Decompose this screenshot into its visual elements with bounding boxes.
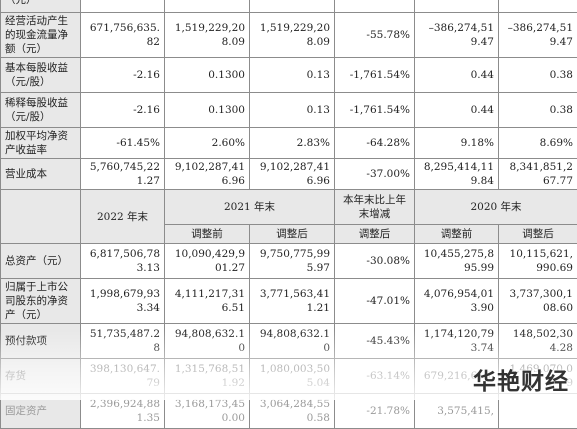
table-cell: -30.08% [335,244,415,279]
table-cell: 2.83% [250,128,335,159]
table-cell: 3,737,300,108.60 [499,279,577,324]
table-cell [499,394,577,429]
table-cell: 8,341,851,267.77 [499,159,577,190]
table-cell: 1,998,679,933.34 [81,279,165,324]
table-row: 加权平均净资产收益率-61.45%2.60%2.83%-64.28%9.18%8… [1,128,577,159]
table-cell [335,0,415,13]
row-label: 预付款项 [1,324,81,359]
table-cell: 2,396,924,881.35 [81,394,165,429]
header-2020-before: 调整前 [415,225,499,244]
table-cell: –386,274,519.47 [415,13,499,58]
row-label: 存货 [1,359,81,394]
table-cell: 5,760,745,221.27 [81,159,165,190]
table-cell: -2.16 [81,93,165,128]
table-cell: 3,064,284,550.58 [250,394,335,429]
table-cell: 671,756,635.82 [81,13,165,58]
header-2021-after: 调整后 [250,225,335,244]
table-cell: 0.1300 [165,58,250,93]
table-cell: 0.13 [250,58,335,93]
table-cell: 3,771,563,411.21 [250,279,335,324]
table-cell: 0.38 [499,93,577,128]
table-cell [165,0,250,13]
header-change-after: 调整后 [335,225,415,244]
table-cell: 9,102,287,416.96 [165,159,250,190]
table-cell: –386,274,519.47 [499,13,577,58]
table-cell: 1,174,120,793.74 [415,324,499,359]
table-cell: 10,115,621,990.69 [499,244,577,279]
table-cell: -37.00% [335,159,415,190]
header-2020: 2020 年末 [415,190,577,225]
table-cell: 148,502,304.28 [499,324,577,359]
table-cell: 6,817,506,783.13 [81,244,165,279]
row-label: 归属于上市公司股东的净资产（元） [1,279,81,324]
table-cell: -64.28% [335,128,415,159]
table-row: （元） [1,0,577,13]
table-cell: 9,102,287,416.96 [250,159,335,190]
table-cell: 0.1300 [165,93,250,128]
header-2021: 2021 年末 [165,190,335,225]
row-label: （元） [1,0,81,13]
row-label: 总资产（元） [1,244,81,279]
table-cell: -45.43% [335,324,415,359]
row-label: 稀释每股收益（元/股） [1,93,81,128]
table-cell: 1,080,003,505.04 [250,359,335,394]
table-cell: 0.44 [415,58,499,93]
table-cell: 1,519,229,208.09 [250,13,335,58]
header-2020-after: 调整后 [499,225,577,244]
header-2021-before: 调整前 [165,225,250,244]
table-cell: -1,761.54% [335,58,415,93]
table-cell: 2.60% [165,128,250,159]
table-cell: -2.16 [81,58,165,93]
table-cell [81,0,165,13]
table-cell: -61.45% [81,128,165,159]
table-cell: 10,090,429,901.27 [165,244,250,279]
table-cell: 0.13 [250,93,335,128]
table-cell: 9,750,775,995.97 [250,244,335,279]
table-cell: -21.78% [335,394,415,429]
header-2022: 2022 年末 [81,190,165,244]
table-cell: 1,519,229,208.09 [165,13,250,58]
row-label: 基本每股收益（元/股） [1,58,81,93]
table-cell: 94,808,632.10 [250,324,335,359]
table-cell: 8,295,414,119.84 [415,159,499,190]
table-cell [415,0,499,13]
watermark-text: 华艳财经 [473,362,569,396]
table-cell: 3,168,173,450.00 [165,394,250,429]
table-cell: 1,315,768,511.92 [165,359,250,394]
table-cell: 0.38 [499,58,577,93]
table-cell: -55.78% [335,13,415,58]
table-cell: 0.44 [415,93,499,128]
table-cell: 9.18% [415,128,499,159]
row-label: 营业成本 [1,159,81,190]
table-cell: 51,735,487.28 [81,324,165,359]
table-cell: -1,761.54% [335,93,415,128]
table-cell: 3,575,415, [415,394,499,429]
bottom-header-row-1: 2022 年末 2021 年末 本年末比上年末增减 2020 年末 [1,190,577,225]
table-cell: 4,111,217,316.51 [165,279,250,324]
table-cell: 10,455,275,895.99 [415,244,499,279]
table-cell: 94,808,632.10 [165,324,250,359]
table-cell: -47.01% [335,279,415,324]
table-cell [499,0,577,13]
header-corner [1,190,81,244]
table-cell [250,0,335,13]
table-cell: 8.69% [499,128,577,159]
table-cell: -63.14% [335,359,415,394]
row-label: 固定资产 [1,394,81,429]
header-change: 本年末比上年末增减 [335,190,415,225]
row-label: 经营活动产生的现金流量净额（元） [1,13,81,58]
row-label: 加权平均净资产收益率 [1,128,81,159]
table-cell: 4,076,954,013.90 [415,279,499,324]
table-cell: 398,130,647.79 [81,359,165,394]
